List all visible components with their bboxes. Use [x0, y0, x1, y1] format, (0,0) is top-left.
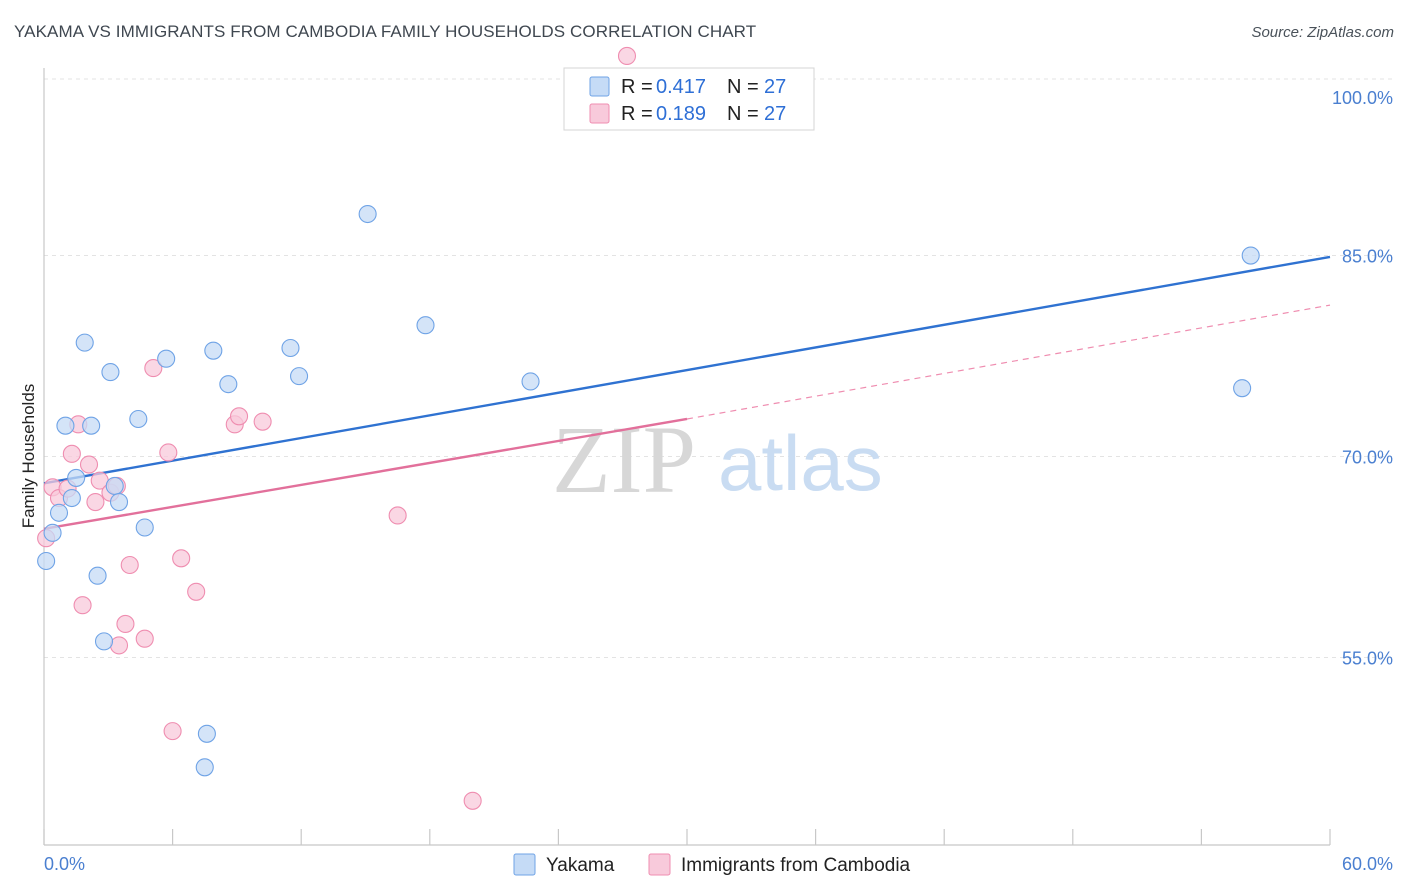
- legend-r-label-cambodia: R =: [621, 103, 653, 125]
- y-tick-label: 55.0%: [1342, 648, 1393, 668]
- x-tick-label-max: 60.0%: [1342, 854, 1393, 874]
- series-legend-swatch-cambodia: [648, 853, 671, 876]
- cambodia-points: [37, 46, 637, 810]
- yakama-point: [94, 632, 114, 651]
- cambodia-point: [163, 722, 182, 741]
- y-tick-label: 70.0%: [1342, 448, 1393, 468]
- cambodia-point: [253, 412, 272, 431]
- cambodia-point: [463, 791, 482, 810]
- legend-n-label-cambodia: N =: [727, 103, 759, 125]
- trend-line-yakama: [43, 255, 1331, 485]
- yakama-point: [75, 333, 94, 352]
- cambodia-point: [159, 443, 178, 462]
- yakama-point: [197, 724, 216, 743]
- gridlines: [44, 78, 1393, 658]
- cambodia-point: [86, 492, 105, 512]
- yakama-point: [56, 416, 75, 435]
- trend-line-cambodia-extension: [686, 304, 1331, 420]
- correlation-legend: R = 0.417 N = 27 R = 0.189 N = 27: [563, 67, 815, 131]
- yakama-point: [109, 492, 129, 512]
- x-tick-label-min: 0.0%: [44, 854, 85, 874]
- yakama-point: [105, 476, 124, 496]
- cambodia-point: [79, 455, 99, 474]
- yakama-point: [62, 488, 81, 508]
- cambodia-point: [109, 636, 129, 655]
- yakama-point: [1241, 246, 1260, 265]
- y-tick-label: 85.0%: [1342, 247, 1393, 267]
- yakama-point: [521, 372, 540, 391]
- cambodia-point: [172, 549, 191, 568]
- trend-line-cambodia: [43, 417, 688, 531]
- series-legend: Yakama Immigrants from Cambodia: [513, 853, 911, 876]
- watermark: ZIP atlas: [552, 406, 883, 513]
- watermark-zip: ZIP: [552, 406, 696, 513]
- yakama-point: [1233, 379, 1252, 398]
- cambodia-point: [388, 506, 407, 525]
- legend-r-label-yakama: R =: [621, 76, 653, 98]
- yakama-point: [135, 518, 154, 537]
- cambodia-point: [120, 555, 139, 575]
- x-tick-marks: [43, 829, 1331, 845]
- legend-n-value-yakama: 27: [764, 76, 786, 98]
- chart-source: Source: ZipAtlas.com: [1251, 24, 1394, 41]
- yakama-point: [88, 566, 107, 585]
- series-legend-label-yakama: Yakama: [546, 855, 615, 876]
- yakama-point: [82, 416, 101, 435]
- trend-lines: [43, 255, 1331, 531]
- series-legend-label-cambodia: Immigrants from Cambodia: [681, 855, 911, 876]
- chart-title: YAKAMA VS IMMIGRANTS FROM CAMBODIA FAMIL…: [14, 22, 757, 41]
- yakama-point: [49, 503, 69, 522]
- yakama-points: [37, 204, 1260, 777]
- yakama-point: [358, 204, 377, 224]
- cambodia-point: [116, 614, 135, 634]
- yakama-point: [157, 349, 176, 368]
- cambodia-point: [144, 359, 163, 378]
- yakama-point: [37, 551, 56, 571]
- y-tick-labels: 55.0% 70.0% 85.0% 100.0%: [1332, 88, 1393, 668]
- cambodia-point: [229, 407, 249, 426]
- yakama-point: [416, 316, 435, 335]
- yakama-point: [281, 338, 300, 358]
- legend-r-value-yakama: 0.417: [656, 76, 706, 98]
- watermark-atlas: atlas: [718, 419, 883, 507]
- legend-swatch-cambodia: [589, 103, 610, 124]
- yakama-point: [204, 341, 223, 360]
- series-legend-swatch-yakama: [513, 853, 536, 876]
- cambodia-point: [135, 629, 154, 648]
- legend-n-label-yakama: N =: [727, 76, 759, 98]
- yakama-point: [219, 375, 238, 394]
- yakama-point: [43, 523, 62, 542]
- y-tick-label: 100.0%: [1332, 88, 1393, 108]
- yakama-point: [129, 409, 148, 429]
- yakama-point: [290, 367, 309, 386]
- cambodia-point: [62, 444, 81, 463]
- y-axis-label: Family Households: [19, 384, 38, 529]
- legend-n-value-cambodia: 27: [764, 103, 786, 125]
- cambodia-point: [617, 46, 637, 65]
- yakama-point: [101, 363, 120, 382]
- cambodia-point: [187, 582, 206, 601]
- cambodia-point: [73, 596, 92, 615]
- legend-r-value-cambodia: 0.189: [656, 103, 706, 125]
- legend-swatch-yakama: [589, 76, 610, 97]
- yakama-point: [67, 468, 86, 487]
- yakama-point: [195, 758, 214, 777]
